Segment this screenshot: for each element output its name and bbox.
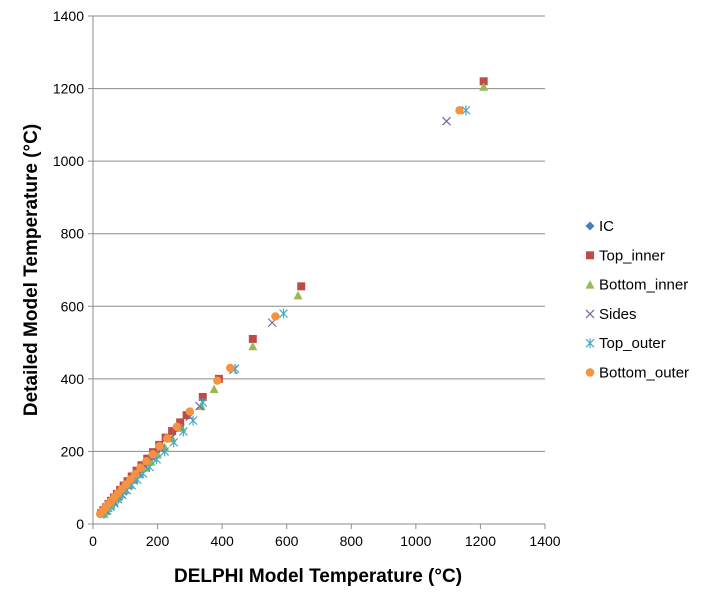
legend-marker bbox=[585, 338, 595, 349]
data-point bbox=[126, 475, 135, 484]
data-point bbox=[479, 82, 489, 91]
data-point bbox=[168, 427, 177, 436]
y-tick-label: 1200 bbox=[53, 81, 84, 97]
legend-item: Top_outer bbox=[585, 335, 666, 352]
data-point bbox=[176, 418, 185, 427]
data-point bbox=[461, 105, 471, 116]
legend-item: IC bbox=[585, 218, 614, 235]
data-point bbox=[248, 334, 257, 343]
data-point bbox=[213, 376, 222, 385]
x-tick-label: 1200 bbox=[465, 533, 496, 549]
legend-label: Sides bbox=[599, 306, 637, 323]
x-tick-label: 0 bbox=[89, 533, 97, 549]
series-bottom-inner bbox=[98, 82, 489, 518]
legend-marker bbox=[585, 309, 595, 319]
y-tick-label: 800 bbox=[61, 226, 85, 242]
data-point bbox=[442, 116, 451, 126]
data-point bbox=[271, 312, 280, 321]
y-tick-label: 0 bbox=[76, 516, 84, 532]
data-point bbox=[209, 384, 219, 394]
data-point bbox=[172, 422, 182, 431]
x-tick-label: 200 bbox=[146, 533, 170, 549]
x-tick-labels: 0 200 400 600 800 1000 1200 1400 bbox=[89, 533, 561, 549]
series-bottom-outer bbox=[95, 106, 464, 519]
legend: IC Top_inner Bottom_inner Sides Top_outer Bot… bbox=[585, 218, 689, 382]
legend-label: Top_inner bbox=[599, 247, 665, 264]
data-point bbox=[293, 290, 303, 300]
legend-item: Top_inner bbox=[586, 247, 665, 264]
legend-label: Bottom_inner bbox=[599, 277, 688, 294]
data-point bbox=[155, 442, 164, 451]
data-point bbox=[297, 282, 306, 291]
data-point bbox=[148, 450, 157, 459]
data-point bbox=[279, 308, 288, 319]
axes bbox=[88, 15, 546, 529]
data-point bbox=[196, 401, 206, 411]
x-tick-label: 800 bbox=[340, 533, 364, 549]
legend-item: Sides bbox=[585, 306, 637, 323]
y-tick-label: 1000 bbox=[53, 153, 84, 169]
data-point bbox=[198, 397, 208, 408]
x-tick-label: 400 bbox=[210, 533, 234, 549]
data-point bbox=[185, 407, 195, 416]
y-tick-label: 1400 bbox=[53, 8, 84, 24]
legend-marker bbox=[585, 368, 595, 377]
data-point bbox=[479, 77, 488, 86]
data-point bbox=[455, 106, 464, 115]
x-tick-label: 1400 bbox=[529, 533, 560, 549]
data-point bbox=[188, 415, 198, 426]
data-point bbox=[131, 469, 140, 479]
y-tick-labels: 0 200 400 600 800 1000 1200 1400 bbox=[53, 8, 84, 532]
legend-marker bbox=[586, 251, 594, 260]
legend-item: Bottom_inner bbox=[585, 277, 688, 294]
data-point bbox=[182, 411, 191, 420]
gridlines bbox=[93, 15, 545, 452]
legend-label: IC bbox=[599, 218, 614, 235]
legend-marker bbox=[585, 221, 595, 231]
y-tick-label: 600 bbox=[61, 298, 85, 314]
legend-label: Top_outer bbox=[599, 335, 666, 352]
legend-label: Bottom_outer bbox=[599, 365, 689, 382]
y-tick-label: 200 bbox=[61, 443, 85, 459]
data-point bbox=[178, 426, 188, 437]
x-axis-title: DELPHI Model Temperature (°C) bbox=[174, 566, 462, 587]
legend-marker bbox=[585, 280, 595, 289]
x-tick-label: 600 bbox=[275, 533, 299, 549]
data-point bbox=[163, 434, 172, 443]
y-axis-title: Detailed Model Temperature (°C) bbox=[21, 124, 42, 416]
y-tick-label: 400 bbox=[61, 371, 85, 387]
data-point bbox=[142, 457, 151, 466]
legend-item: Bottom_outer bbox=[585, 365, 689, 382]
data-point bbox=[198, 393, 207, 401]
data-point bbox=[226, 363, 235, 373]
data-point bbox=[136, 463, 145, 472]
data-points bbox=[95, 77, 489, 519]
x-tick-label: 1000 bbox=[400, 533, 431, 549]
data-point bbox=[248, 341, 258, 351]
